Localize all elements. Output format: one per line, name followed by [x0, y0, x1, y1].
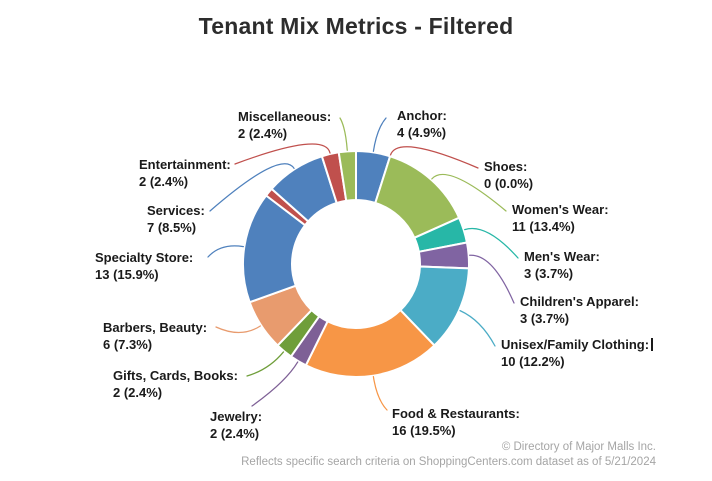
slice-label-jewelry: Jewelry: 2 (2.4%) [210, 408, 262, 442]
connector-gifts-cards-books [246, 351, 285, 377]
slice-miscellaneous[interactable] [337, 149, 357, 202]
connector-jewelry [251, 361, 299, 407]
slice-label-entertainment: Entertainment: 2 (2.4%) [139, 156, 231, 190]
connector-childrens-apparel [469, 254, 515, 304]
text-caret [651, 338, 653, 351]
slice-label-childrens-apparel: Children's Apparel: 3 (3.7%) [520, 293, 639, 327]
slice-label-mens-wear: Men's Wear: 3 (3.7%) [524, 248, 600, 282]
connector-unisex-family-clothing [459, 310, 496, 347]
copyright-text: © Directory of Major Malls Inc. [501, 441, 656, 453]
slice-label-value: 6 (7.3%) [103, 337, 153, 352]
slice-label-shoes: Shoes: 0 (0.0%) [484, 158, 533, 192]
slice-label-value: 3 (3.7%) [520, 311, 570, 326]
slice-label-name: Barbers, Beauty: [103, 320, 208, 335]
slice-label-value: 2 (2.4%) [113, 385, 163, 400]
connector-mens-wear [464, 227, 519, 259]
slice-label-value: 11 (13.4%) [512, 219, 575, 234]
slice-label-name: Men's Wear: [524, 249, 600, 264]
connector-services [209, 163, 295, 212]
slice-label-name: Specialty Store: [95, 250, 194, 265]
slice-label-value: 7 (8.5%) [147, 220, 197, 235]
slice-label-services: Services: 7 (8.5%) [147, 202, 205, 236]
slice-label-miscellaneous: Miscellaneous: 2 (2.4%) [238, 108, 331, 142]
slice-label-name: Jewelry: [210, 409, 263, 424]
slice-label-value: 2 (2.4%) [139, 174, 189, 189]
slice-label-name: Unisex/Family Clothing: [501, 336, 653, 353]
connector-entertainment [234, 143, 331, 165]
chart-footer: © Directory of Major Malls Inc. Reflects… [241, 440, 656, 470]
slice-label-name: Gifts, Cards, Books: [113, 368, 238, 383]
slice-label-name: Anchor: [397, 108, 447, 123]
chart-title: Tenant Mix Metrics - Filtered [198, 13, 514, 39]
slice-label-name: Women's Wear: [512, 202, 609, 217]
slice-label-value: 0 (0.0%) [484, 176, 534, 191]
slice-label-name: Entertainment: [139, 157, 231, 172]
slice-label-name: Food & Restaurants: [392, 406, 520, 421]
slice-label-barbers-beauty: Barbers, Beauty: 6 (7.3%) [103, 319, 207, 353]
connector-food-restaurants [372, 376, 388, 411]
slice-label-value: 10 (12.2%) [501, 354, 565, 369]
slice-label-value: 4 (4.9%) [397, 125, 447, 140]
disclaimer-text: Reflects specific search criteria on Sho… [241, 456, 656, 468]
connector-anchor [372, 117, 387, 152]
slice-label-specialty-store: Specialty Store: 13 (15.9%) [95, 249, 193, 283]
connector-womens-wear [431, 173, 507, 212]
slice-label-value: 2 (2.4%) [238, 126, 288, 141]
slice-label-value: 16 (19.5%) [392, 423, 456, 438]
slice-label-name: Miscellaneous: [238, 109, 332, 124]
connector-barbers-beauty [215, 325, 261, 334]
slice-label-anchor: Anchor: 4 (4.9%) [397, 107, 447, 141]
slice-label-value: 3 (3.7%) [524, 266, 574, 281]
connector-specialty-store [207, 245, 244, 258]
slice-label-gifts-cards-books: Gifts, Cards, Books: 2 (2.4%) [113, 367, 238, 401]
slice-label-food-restaurants: Food & Restaurants: 16 (19.5%) [392, 405, 520, 439]
slice-label-unisex-family-clothing: Unisex/Family Clothing: 10 (12.2%) [501, 336, 653, 370]
slice-label-name: Shoes: [484, 159, 528, 174]
slice-label-value: 2 (2.4%) [210, 426, 260, 441]
slice-label-womens-wear: Women's Wear: 11 (13.4%) [512, 201, 609, 235]
slice-label-value: 13 (15.9%) [95, 267, 159, 282]
slice-label-name: Children's Apparel: [520, 294, 639, 309]
connector-shoes [389, 146, 479, 169]
connector-miscellaneous [339, 117, 348, 151]
slice-label-name: Services: [147, 203, 205, 218]
